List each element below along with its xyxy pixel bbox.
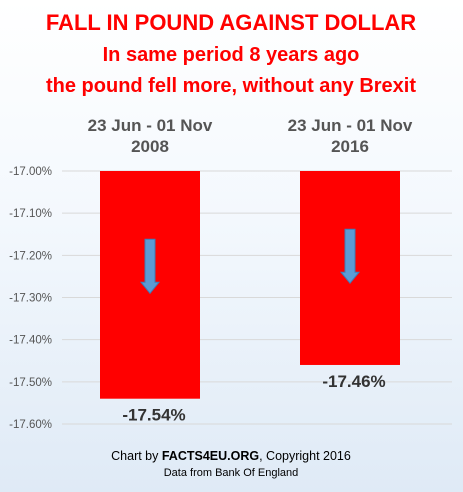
chart-credit: Chart by FACTS4EU.ORG, Copyright 2016 [111, 449, 351, 463]
chart-source: Data from Bank Of England [164, 467, 299, 479]
y-axis: -17.00% -17.10% -17.20% -17.30% -17.40% -17.5… [9, 166, 52, 431]
y-tick-label: -17.00% [9, 166, 52, 178]
down-arrow-icon [139, 238, 161, 295]
credit-suffix: , Copyright 2016 [259, 449, 351, 463]
category-label-2008-dates: 23 Jun - 01 Nov [88, 116, 213, 135]
y-tick-label: -17.40% [9, 335, 52, 347]
category-label-2008-year: 2008 [131, 137, 169, 156]
y-tick-label: -17.20% [9, 250, 52, 262]
y-tick-label: -17.50% [9, 377, 52, 389]
credit-prefix: Chart by [111, 449, 162, 463]
chart-subtitle-line-1: In same period 8 years ago [103, 44, 360, 66]
y-tick-label: -17.10% [9, 208, 52, 220]
y-tick-label: -17.30% [9, 293, 52, 305]
category-label-2016-year: 2016 [331, 137, 369, 156]
down-arrow-icon [339, 228, 361, 284]
y-tick-label: -17.60% [9, 419, 52, 431]
chart-subtitle-line-2: the pound fell more, without any Brexit [46, 75, 416, 97]
category-label-2016-dates: 23 Jun - 01 Nov [288, 116, 413, 135]
chart-title: FALL IN POUND AGAINST DOLLAR [46, 10, 416, 35]
credit-brand: FACTS4EU.ORG [162, 449, 259, 463]
data-label: -17.54% [122, 406, 185, 425]
data-label: -17.46% [322, 372, 385, 391]
data-labels: -17.54% -17.46% [122, 372, 385, 425]
arrows [139, 228, 361, 295]
